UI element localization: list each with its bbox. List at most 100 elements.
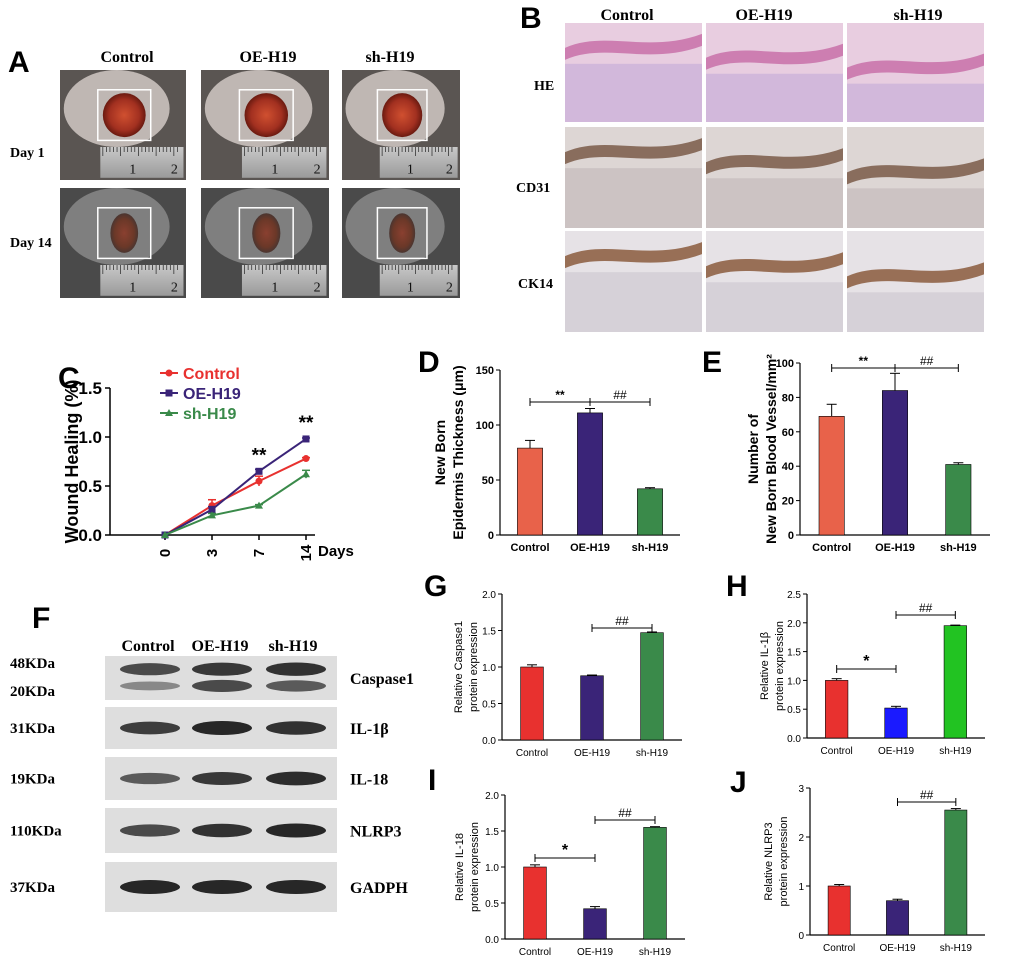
significance-marker: ##	[613, 388, 627, 402]
blot-band	[266, 662, 326, 676]
bar	[818, 416, 845, 536]
panel-b-col-sh: sh-H19	[894, 7, 943, 24]
ruler	[100, 265, 184, 296]
wound	[102, 93, 146, 138]
dermis-layer	[847, 83, 984, 122]
histology-image	[706, 231, 843, 332]
y-tick-label: 1.5	[787, 648, 801, 659]
significance-marker: ##	[615, 614, 629, 628]
histology-image	[847, 23, 984, 122]
panel-f: F Control OE-H19 sh-H19 48KDa 20KDa Caspas…	[10, 602, 414, 912]
y-tick-label: 50	[482, 475, 494, 487]
y-axis-label: New Born	[432, 420, 448, 485]
tissue-background	[565, 127, 702, 228]
y-tick-label: 0.5	[78, 477, 102, 496]
y-axis-label: Relative IL-1β	[759, 632, 771, 700]
y-tick-label: 0.0	[787, 734, 801, 745]
x-tick-label: 7	[251, 549, 268, 557]
x-tick-label: Control	[516, 748, 548, 759]
panel-f-col-sh: sh-H19	[269, 638, 318, 655]
y-tick-label: 3	[798, 784, 804, 795]
chart-panel-d: D 0 50 100 150 Control OE-H19 sh-H19 ** ## New Bor…	[418, 346, 680, 554]
x-tick-label: sh-H19	[940, 542, 977, 554]
dermis-layer	[565, 63, 702, 122]
x-tick-label: 3	[204, 549, 221, 557]
blot-band	[266, 771, 326, 786]
panel-letter: E	[702, 346, 722, 379]
blot-band	[120, 681, 180, 691]
significance-marker: **	[555, 388, 565, 402]
data-point	[161, 531, 169, 538]
y-tick-label: 100	[476, 420, 494, 432]
ruler-number: 1	[271, 280, 278, 295]
blot-band	[120, 880, 180, 894]
y-axis-label: Epidermis Thickness (μm)	[450, 365, 466, 539]
bar	[827, 885, 851, 936]
ruler	[379, 147, 458, 178]
blot-protein-label: Caspase1	[350, 671, 414, 688]
legend-label: OE-H19	[183, 386, 241, 403]
blot-band	[192, 679, 252, 693]
y-tick-label: 1.0	[482, 663, 496, 674]
y-tick-label: 0.0	[485, 935, 499, 946]
legend-marker	[165, 409, 173, 416]
x-tick-label: Control	[519, 947, 551, 958]
blot-band	[192, 880, 252, 894]
y-tick-label: 2.0	[485, 791, 499, 802]
wound-frame	[97, 207, 152, 260]
significance-marker: **	[252, 445, 267, 466]
x-tick-label: OE-H19	[878, 746, 915, 757]
y-tick-label: 0.0	[482, 736, 496, 747]
x-tick-label: Control	[821, 746, 853, 757]
ruler	[241, 147, 327, 178]
y-tick-label: 1.5	[482, 627, 496, 638]
wound-frame	[376, 207, 428, 260]
y-axis-label: protein expression	[774, 621, 786, 711]
blot-band	[192, 721, 252, 735]
histology-image	[847, 231, 984, 332]
x-tick-label: Control	[823, 943, 855, 954]
blot-band	[266, 880, 326, 894]
bar	[886, 900, 909, 936]
histology-image	[565, 23, 702, 122]
ruler	[100, 147, 184, 178]
y-axis-label: Number of	[745, 414, 761, 484]
y-tick-label: 2.5	[787, 590, 801, 601]
blot-band	[120, 663, 180, 676]
x-tick-label: Control	[812, 542, 851, 554]
histology-image	[706, 127, 843, 228]
series-line	[164, 473, 307, 536]
y-tick-label: 0	[488, 530, 494, 542]
data-point	[255, 467, 263, 475]
chart-panel-j: J 0 1 2 3 Control OE-H19 sh-H19 ## Relative NLRP3…	[730, 766, 985, 954]
panel-f-col-control: Control	[121, 638, 175, 655]
x-tick-label: Control	[510, 542, 549, 554]
ruler-number: 1	[407, 280, 414, 295]
dermis-layer	[565, 168, 702, 228]
significance-marker: *	[863, 653, 870, 670]
panel-letter: H	[726, 570, 748, 603]
blot-band	[266, 721, 326, 735]
x-tick-label: 0	[157, 549, 174, 557]
y-tick-label: 0.0	[78, 526, 102, 545]
tissue-background	[706, 23, 843, 122]
bar	[580, 675, 604, 741]
bar	[520, 666, 544, 741]
wound	[110, 213, 139, 253]
y-axis-label: Relative NLRP3	[763, 822, 775, 900]
blot-mw-label: 37KDa	[10, 880, 56, 896]
x-tick-label: 14	[298, 544, 315, 561]
y-axis-label: protein expression	[469, 822, 481, 912]
dermis-layer	[565, 272, 702, 332]
ruler-number: 2	[446, 162, 453, 177]
wound	[244, 93, 289, 138]
blot-membrane	[105, 656, 337, 700]
y-tick-label: 40	[782, 461, 794, 473]
significance-marker: ##	[920, 788, 934, 802]
ruler	[241, 265, 327, 296]
data-point	[302, 435, 310, 443]
